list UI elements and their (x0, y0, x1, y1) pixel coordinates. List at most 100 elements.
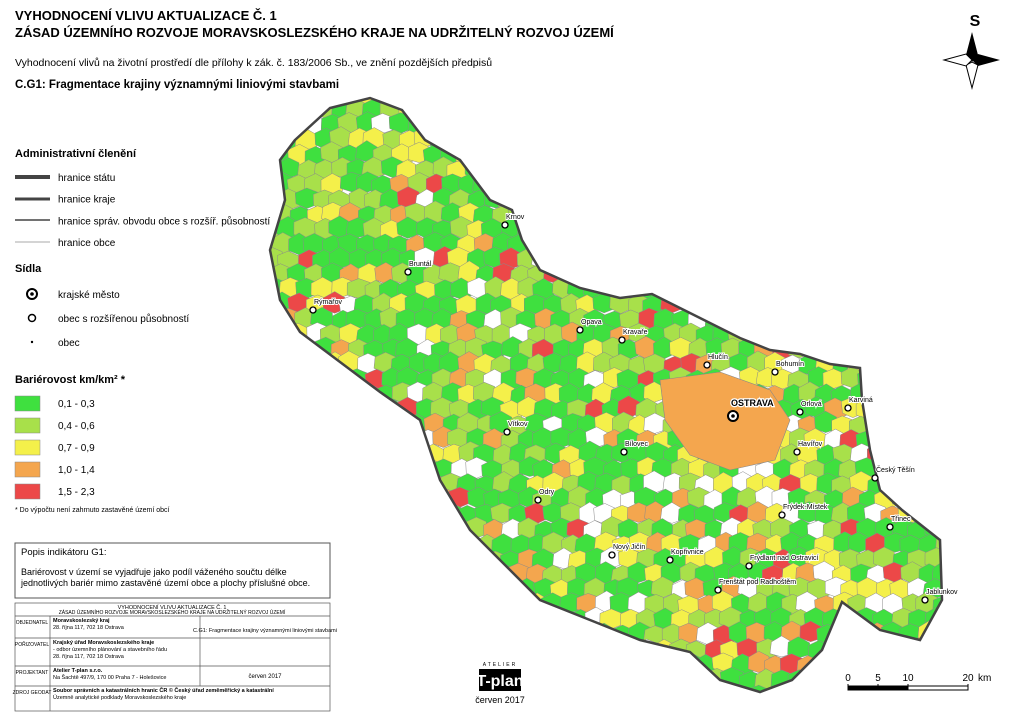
municipality (696, 294, 720, 316)
municipality (926, 428, 942, 449)
municipality (406, 651, 430, 675)
table-cell: Moravskoslezský kraj (53, 618, 110, 624)
municipality (883, 232, 907, 257)
municipality (753, 127, 777, 150)
town-label: Třinec (891, 516, 911, 523)
municipality (939, 159, 942, 182)
municipality (271, 503, 295, 526)
municipality (738, 279, 762, 303)
municipality (687, 190, 710, 212)
indicator-text: jednotlivých bariér mimo zastavěné území… (20, 578, 310, 588)
municipality (370, 561, 394, 583)
municipality (940, 309, 942, 332)
municipality (898, 352, 922, 376)
municipality (339, 592, 362, 613)
municipality (574, 114, 598, 135)
municipality (906, 275, 930, 298)
municipality (772, 99, 796, 122)
legend-swatch (14, 483, 41, 500)
municipality (287, 652, 311, 673)
town-label: Kravaře (623, 329, 648, 336)
municipality (465, 575, 488, 599)
municipality (790, 246, 813, 270)
municipality (627, 172, 651, 195)
municipality (566, 668, 591, 689)
town-label: Kravaře (623, 329, 648, 336)
municipality (633, 247, 657, 270)
municipality (857, 337, 880, 360)
municipality (472, 140, 496, 163)
municipality (944, 548, 966, 569)
legend-swatch (14, 439, 41, 456)
municipality (799, 682, 822, 692)
municipality (907, 189, 931, 213)
municipality (611, 140, 635, 164)
town (309, 306, 317, 314)
municipality (425, 98, 448, 107)
municipality (345, 667, 369, 691)
town-label: Bruntál (409, 261, 432, 268)
municipality (442, 654, 466, 677)
municipality (533, 98, 556, 120)
municipality (620, 159, 643, 181)
municipality (813, 263, 836, 285)
municipality (560, 201, 585, 224)
municipality (807, 218, 830, 241)
municipality (747, 650, 770, 673)
municipality (883, 291, 906, 314)
municipality (398, 518, 421, 541)
municipality (347, 487, 371, 509)
municipality (466, 549, 488, 572)
municipality (932, 98, 942, 104)
town-label: Opava (581, 319, 602, 326)
town (921, 596, 929, 604)
municipality (898, 413, 922, 435)
municipality (838, 190, 861, 212)
municipality (883, 472, 907, 494)
municipality (357, 591, 381, 614)
municipality (617, 248, 641, 271)
municipality (270, 473, 276, 496)
municipality (940, 370, 942, 391)
municipality (354, 533, 378, 556)
municipality (500, 157, 523, 181)
municipality (838, 278, 863, 300)
municipality (660, 98, 684, 108)
town-label: Kopřivnice (671, 549, 704, 556)
municipality (763, 115, 786, 137)
municipality (509, 593, 532, 616)
municipality (702, 128, 726, 150)
municipality (287, 442, 310, 466)
municipality (285, 413, 310, 435)
municipality (331, 546, 355, 570)
municipality (362, 459, 386, 482)
municipality (813, 684, 836, 692)
municipality (270, 457, 285, 478)
municipality (481, 637, 505, 661)
municipality (304, 502, 327, 524)
municipality (592, 264, 617, 286)
municipality (514, 189, 538, 210)
municipality (294, 369, 317, 391)
municipality (713, 261, 737, 283)
town (501, 221, 509, 229)
municipality (924, 339, 942, 361)
municipality (346, 399, 370, 421)
municipality (270, 441, 278, 464)
municipality (932, 410, 942, 434)
municipality (780, 113, 804, 135)
municipality (535, 668, 558, 692)
municipality (320, 473, 343, 495)
municipality (748, 115, 772, 137)
indicator-title: Popis indikátoru G1: (21, 547, 107, 558)
municipality (857, 189, 880, 212)
municipality (396, 606, 420, 629)
municipality (840, 310, 864, 333)
town-label: Rýmařov (314, 299, 343, 306)
municipality (541, 531, 566, 554)
municipality (635, 98, 658, 120)
municipality (815, 322, 838, 344)
municipality (875, 399, 899, 422)
municipality (382, 519, 406, 541)
municipality (823, 247, 846, 269)
